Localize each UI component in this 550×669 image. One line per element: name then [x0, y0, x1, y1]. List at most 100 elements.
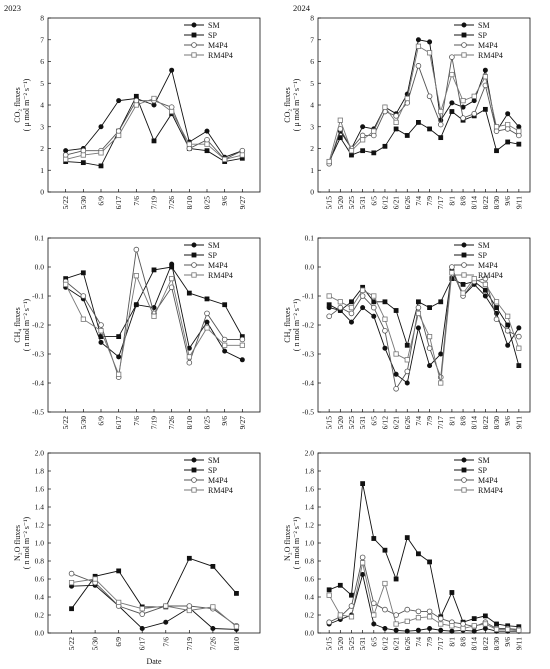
data-point-rm4p4 — [337, 612, 343, 618]
x-tick-label: 5/31 — [358, 637, 367, 651]
data-point-rm4p4 — [239, 152, 245, 158]
data-point-rm4p4 — [482, 621, 488, 627]
data-point-m4p4 — [80, 293, 87, 299]
data-point-rm4p4 — [98, 150, 104, 156]
data-point-m4p4 — [370, 304, 377, 311]
x-tick-label: 8/14 — [470, 416, 479, 430]
data-point-rm4p4 — [239, 342, 245, 348]
y-tick-label: 0.0 — [305, 263, 315, 272]
y-tick-label: 2 — [310, 144, 314, 153]
x-tick-label: 8/1 — [447, 416, 456, 426]
x-tick-label: 6/12 — [380, 416, 389, 430]
y-tick-label: 2 — [40, 144, 44, 153]
x-tick-label: 6/17 — [114, 196, 123, 210]
y-axis-label: N₂O fluxes — [283, 525, 292, 561]
plot-frame — [47, 237, 261, 413]
legend-label-rm4p4: RM4P4 — [208, 271, 233, 280]
data-point-rm4p4 — [133, 102, 139, 108]
data-point-m4p4 — [204, 137, 210, 143]
legend-label-rm4p4: RM4P4 — [478, 51, 503, 60]
y-tick-label: 0.8 — [35, 557, 45, 566]
data-point-sm — [98, 124, 104, 130]
data-point-sp — [151, 138, 157, 144]
data-point-rm4p4 — [482, 281, 488, 288]
x-tick-label: 7/4 — [414, 637, 423, 647]
y-axis-label: CH₄ fluxes — [283, 307, 292, 342]
x-tick-label: 5/15 — [325, 196, 334, 210]
legend-label-rm4p4: RM4P4 — [208, 51, 233, 60]
data-point-rm4p4 — [493, 124, 500, 130]
y-tick-label: 5 — [40, 79, 44, 88]
data-point-sm — [98, 339, 104, 345]
y-tick-label: 1.0 — [305, 539, 315, 548]
x-tick-label: 5/22 — [67, 637, 76, 651]
x-tick-label: 7/17 — [436, 196, 445, 210]
data-point-sm — [139, 625, 145, 631]
x-tick-label: 6/26 — [403, 196, 412, 210]
data-point-sm — [169, 67, 175, 73]
series-rm4p4 — [326, 270, 522, 386]
series-line-sm — [328, 39, 520, 164]
data-point-m4p4 — [62, 152, 69, 158]
data-point-rm4p4 — [371, 293, 377, 299]
y-axis-unit-label: ( n mol m⁻² s⁻¹) — [22, 298, 31, 351]
data-point-m4p4 — [393, 385, 399, 392]
series-rm4p4 — [326, 560, 522, 633]
data-point-sp — [393, 308, 399, 313]
data-point-rm4p4 — [415, 43, 422, 49]
data-point-sm — [151, 102, 157, 108]
data-point-sp — [382, 143, 388, 149]
data-point-sp — [494, 305, 499, 310]
data-point-m4p4 — [204, 310, 210, 317]
data-point-m4p4 — [426, 93, 433, 100]
data-point-rm4p4 — [438, 621, 444, 627]
series-m4p4 — [62, 97, 246, 163]
x-tick-label: 9/6 — [503, 196, 512, 206]
panel-ch4-2024: -0.5 -0.4 -0.3 -0.2 -0.1 0.0 0.1 5/15 5/20 5/25 5/… — [283, 234, 531, 430]
x-tick-label: 5/30 — [79, 416, 88, 430]
data-point-sm — [505, 111, 511, 117]
data-point-m4p4 — [239, 147, 246, 154]
legend-marker-sm — [461, 457, 467, 463]
data-point-rm4p4 — [426, 50, 433, 56]
data-point-sm — [163, 619, 169, 625]
legend-marker-m4p4 — [191, 477, 197, 483]
y-tick-label: 2.0 — [35, 449, 45, 458]
data-point-rm4p4 — [404, 618, 410, 624]
data-point-sp — [326, 302, 332, 308]
x-tick-label: 6/17 — [138, 637, 147, 651]
legend-marker-sm — [191, 457, 197, 463]
data-point-m4p4 — [133, 97, 140, 104]
legend-marker-sm — [461, 242, 467, 248]
data-point-rm4p4 — [68, 580, 75, 586]
data-point-sm — [427, 39, 433, 45]
series-sp — [326, 106, 522, 164]
legend-marker-m4p4 — [461, 477, 467, 483]
data-point-m4p4 — [359, 132, 366, 139]
data-point-sp — [186, 290, 192, 296]
series-line-sm — [65, 68, 243, 158]
x-tick-label: 9/6 — [220, 196, 229, 206]
data-point-sm — [427, 363, 433, 369]
data-point-rm4p4 — [393, 119, 399, 125]
data-point-sm — [63, 148, 69, 154]
data-point-sp — [234, 590, 239, 596]
x-tick-label: 5/22 — [61, 416, 70, 430]
data-point-rm4p4 — [98, 328, 104, 334]
y-tick-label: -0.5 — [32, 408, 44, 417]
x-tick-label: 9/6 — [220, 416, 229, 426]
series-line-sm — [329, 268, 520, 384]
y-tick-label: 1.0 — [35, 539, 45, 548]
data-point-sm — [449, 100, 455, 106]
series-line-m4p4 — [71, 573, 237, 627]
data-point-sm — [116, 98, 122, 104]
data-point-sp — [382, 299, 388, 305]
x-tick-label: 8/25 — [203, 416, 212, 430]
data-point-sp — [516, 363, 522, 368]
legend-label-m4p4: M4P4 — [208, 41, 228, 50]
x-tick-label: 7/6 — [161, 637, 170, 647]
data-point-sm — [471, 98, 477, 104]
